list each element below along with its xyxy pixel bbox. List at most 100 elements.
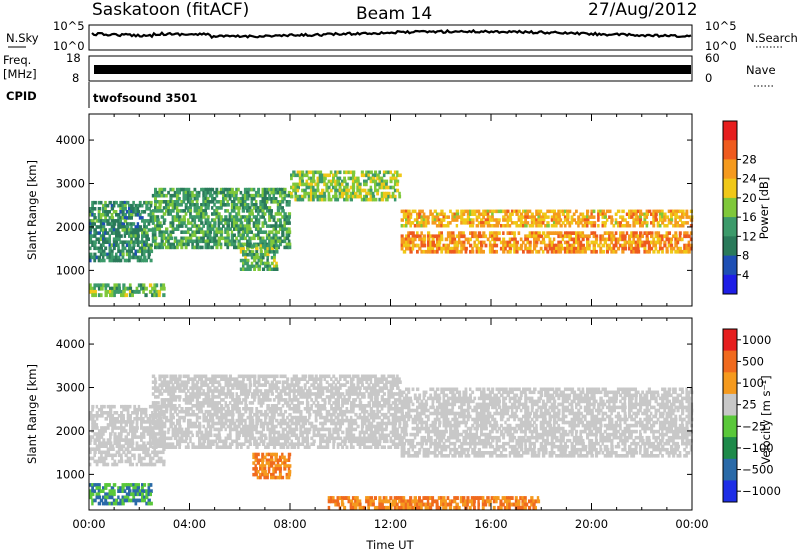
echo-cell xyxy=(343,170,347,175)
echo-cell xyxy=(126,438,130,442)
echo-cell xyxy=(136,213,140,217)
echo-cell xyxy=(91,293,94,298)
echo-cell xyxy=(612,246,616,251)
echo-cell xyxy=(140,462,144,467)
echo-cell xyxy=(204,415,209,420)
echo-cell xyxy=(241,193,245,198)
echo-cell xyxy=(340,188,345,193)
echo-cell xyxy=(316,197,320,202)
echo-cell xyxy=(171,404,175,408)
echo-cell xyxy=(266,380,270,384)
echo-cell xyxy=(250,415,254,420)
echo-cell xyxy=(517,246,521,251)
echo-cell xyxy=(206,233,211,238)
echo-cell xyxy=(268,212,271,216)
echo-cell xyxy=(130,228,134,232)
echo-cell xyxy=(169,377,173,381)
echo-cell xyxy=(667,221,672,225)
echo-cell xyxy=(144,420,148,424)
echo-cell xyxy=(301,418,305,423)
echo-cell xyxy=(387,194,391,199)
echo-cell xyxy=(312,194,316,199)
echo-cell xyxy=(508,249,512,254)
echo-cell xyxy=(128,249,131,254)
nsearch-bottom-label: 10^0 xyxy=(705,39,737,53)
echo-cell xyxy=(93,240,97,244)
echo-cell xyxy=(266,258,269,263)
echo-cell xyxy=(211,380,214,384)
echo-cell xyxy=(241,236,245,241)
echo-cell xyxy=(363,418,367,423)
echo-cell xyxy=(121,207,125,211)
echo-cell xyxy=(371,433,375,438)
echo-cell xyxy=(672,212,675,216)
echo-cell xyxy=(418,209,421,214)
echo-cell xyxy=(242,427,246,432)
echo-cell xyxy=(612,224,616,228)
echo-cell xyxy=(125,216,129,220)
echo-cell xyxy=(471,246,474,251)
echo-cell xyxy=(200,383,204,387)
echo-cell xyxy=(202,209,206,213)
echo-cell xyxy=(438,212,442,216)
echo-cell xyxy=(312,185,315,190)
echo-cell xyxy=(583,215,588,219)
echo-cell xyxy=(133,453,136,458)
echo-cell xyxy=(314,424,318,429)
echo-cell xyxy=(323,374,327,379)
echo-cell xyxy=(665,237,669,242)
echo-cell xyxy=(242,264,245,269)
echo-cell xyxy=(148,438,152,442)
echo-cell xyxy=(189,239,192,244)
echo-cell xyxy=(462,221,466,225)
echo-cell xyxy=(365,197,368,202)
echo-cell xyxy=(191,193,195,198)
echo-cell xyxy=(89,246,92,251)
echo-cell xyxy=(645,240,650,245)
echo-cell xyxy=(266,398,270,402)
echo-cell xyxy=(327,395,331,399)
echo-cell xyxy=(358,436,362,441)
echo-cell xyxy=(195,197,199,201)
echo-cell xyxy=(254,206,259,210)
echo-cell xyxy=(343,197,346,202)
echo-cell xyxy=(261,424,266,429)
echo-cell xyxy=(683,212,686,216)
echo-cell xyxy=(198,421,202,426)
echo-cell xyxy=(290,194,294,199)
echo-cell xyxy=(147,219,151,223)
echo-cell xyxy=(270,436,274,441)
echo-cell xyxy=(290,173,293,178)
echo-cell xyxy=(345,409,349,414)
echo-cell xyxy=(332,401,336,405)
echo-cell xyxy=(307,185,311,190)
echo-cell xyxy=(506,240,510,245)
echo-cell xyxy=(138,216,142,220)
nsky-label: N.Sky xyxy=(6,31,39,45)
echo-cell xyxy=(102,411,105,415)
echo-cell xyxy=(314,170,318,175)
echo-cell xyxy=(157,289,162,294)
echo-cell xyxy=(336,415,340,420)
echo-cell xyxy=(93,453,96,458)
echo-cell xyxy=(160,383,165,387)
echo-cell xyxy=(292,188,295,193)
echo-cell xyxy=(367,421,371,426)
echo-cell xyxy=(171,209,175,213)
echo-cell xyxy=(156,221,160,225)
echo-cell xyxy=(257,264,262,269)
echo-cell xyxy=(676,237,680,242)
echo-cell xyxy=(570,246,574,251)
echo-cell xyxy=(424,249,429,254)
echo-cell xyxy=(371,386,376,390)
echo-cell xyxy=(433,221,437,225)
echo-cell xyxy=(387,170,391,175)
echo-cell xyxy=(488,224,492,228)
echo-cell xyxy=(248,439,252,444)
echo-cell xyxy=(292,182,296,187)
echo-cell xyxy=(336,418,340,423)
echo-cell xyxy=(242,442,246,446)
echo-cell xyxy=(369,412,373,417)
echo-cell xyxy=(204,445,208,449)
echo-cell xyxy=(145,237,149,241)
